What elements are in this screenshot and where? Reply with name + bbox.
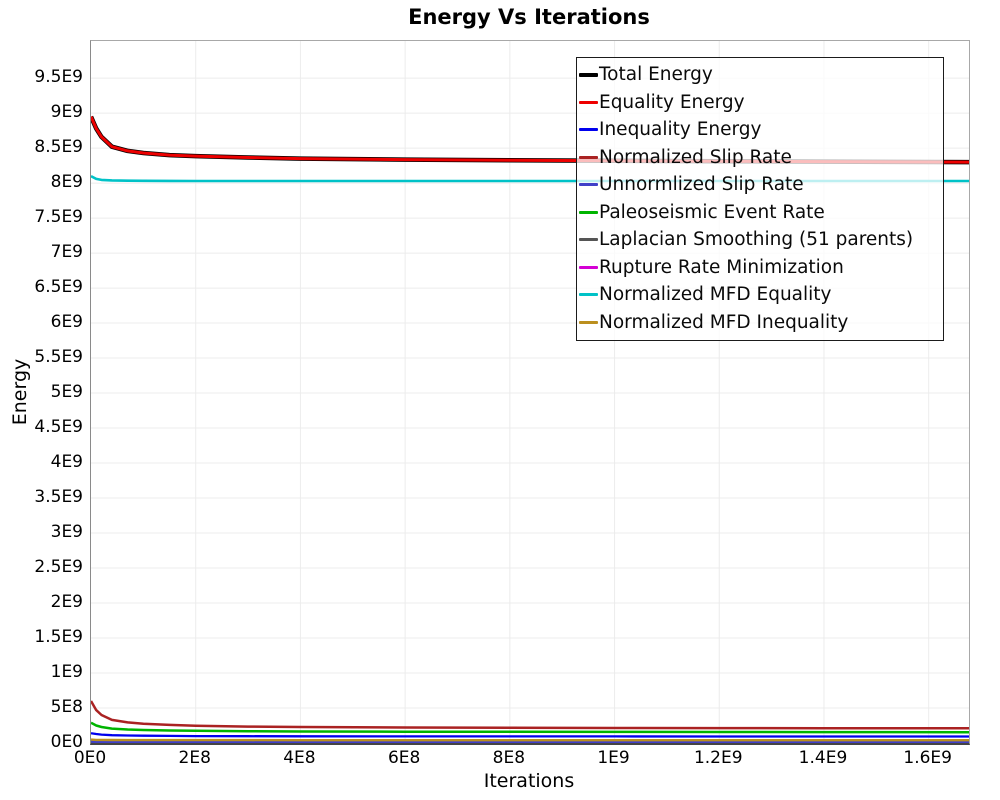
y-tick-label: 5E8 bbox=[50, 697, 83, 717]
legend-item-label: Laplacian Smoothing (51 parents) bbox=[599, 229, 914, 251]
y-tick-label: 8E9 bbox=[50, 172, 83, 193]
legend-item-label: Equality Energy bbox=[599, 91, 745, 113]
legend-item-normalized-mfd-equality: Normalized MFD Equality bbox=[579, 281, 943, 309]
y-tick-label: 1.5E9 bbox=[34, 627, 83, 647]
y-tick-label: 1E9 bbox=[50, 662, 83, 682]
x-tick-label: 1.6E9 bbox=[903, 748, 952, 768]
y-tick-label: 5E9 bbox=[50, 382, 83, 403]
y-tick-label: 2E9 bbox=[50, 592, 83, 613]
y-tick-label: 4E9 bbox=[50, 452, 83, 473]
legend-item-normalized-mfd-inequality: Normalized MFD Inequality bbox=[579, 309, 943, 337]
legend-color-swatch bbox=[579, 293, 598, 297]
legend-items: Total Energy Equality Energy Inequality En… bbox=[579, 61, 943, 336]
legend-color-swatch bbox=[579, 238, 598, 242]
x-tick-label: 1.2E9 bbox=[693, 748, 743, 768]
legend-color-swatch bbox=[579, 128, 598, 132]
series-line-inequality-energy bbox=[91, 732, 969, 738]
legend-color-swatch bbox=[579, 210, 598, 214]
legend-color-swatch bbox=[579, 100, 598, 104]
y-tick-label: 6.5E9 bbox=[34, 277, 83, 298]
legend-color-swatch bbox=[579, 183, 598, 187]
chart-title: Energy Vs Iterations bbox=[408, 5, 650, 29]
x-tick-label: 2E8 bbox=[178, 748, 211, 768]
series-line-unnormlized-slip-rate bbox=[91, 740, 969, 743]
y-tick-label: 2.5E9 bbox=[34, 557, 83, 578]
legend-item-label: Rupture Rate Minimization bbox=[599, 256, 844, 278]
y-tick-label: 7.5E9 bbox=[34, 207, 83, 228]
y-tick-label: 3E9 bbox=[50, 522, 83, 543]
x-tick-label: 1E9 bbox=[597, 748, 630, 768]
legend-item-paleoseismic-event-rate: Paleoseismic Event Rate bbox=[579, 199, 943, 227]
legend-item-label: Paleoseismic Event Rate bbox=[599, 201, 825, 223]
x-tick-label: 8E8 bbox=[492, 748, 526, 768]
legend-item-label: Normalized Slip Rate bbox=[599, 146, 792, 168]
series-line-paleoseismic-event-rate bbox=[91, 721, 969, 734]
legend-item-unnormlized-slip-rate: Unnormlized Slip Rate bbox=[579, 171, 943, 199]
x-tick-label: 1.4E9 bbox=[798, 748, 848, 768]
legend-color-swatch bbox=[579, 320, 598, 324]
series-line-normalized-slip-rate bbox=[91, 700, 969, 730]
legend-item-total-energy: Total Energy bbox=[579, 61, 943, 89]
x-axis-label: Iterations bbox=[483, 770, 575, 792]
legend-item-label: Inequality Energy bbox=[599, 119, 762, 141]
legend-item-laplacian-smoothing-51-parents: Laplacian Smoothing (51 parents) bbox=[579, 226, 943, 254]
series-line-normalized-mfd-inequality bbox=[91, 738, 969, 742]
y-tick-label: 6E9 bbox=[50, 312, 83, 333]
legend-item-label: Total Energy bbox=[599, 64, 713, 86]
legend-item-inequality-energy: Inequality Energy bbox=[579, 116, 943, 144]
x-tick-label: 6E8 bbox=[387, 748, 421, 768]
y-tick-label: 8.5E9 bbox=[34, 137, 83, 158]
legend-item-label: Normalized MFD Equality bbox=[599, 284, 832, 306]
legend-item-rupture-rate-minimization: Rupture Rate Minimization bbox=[579, 254, 943, 282]
legend-color-swatch bbox=[579, 265, 598, 269]
y-tick-label: 0E0 bbox=[50, 732, 83, 752]
legend-color-swatch bbox=[579, 72, 598, 77]
legend-item-normalized-slip-rate: Normalized Slip Rate bbox=[579, 144, 943, 172]
legend-item-label: Unnormlized Slip Rate bbox=[599, 174, 804, 196]
chart-canvas bbox=[91, 41, 969, 743]
legend: Total Energy Equality Energy Inequality En… bbox=[576, 57, 944, 341]
y-tick-label: 9.5E9 bbox=[34, 67, 83, 88]
legend-item-equality-energy: Equality Energy bbox=[579, 89, 943, 117]
x-tick-label: 0E0 bbox=[73, 748, 107, 768]
y-tick-label: 3.5E9 bbox=[34, 487, 83, 508]
x-tick-label: 4E8 bbox=[283, 748, 316, 768]
y-tick-label: 7E9 bbox=[50, 242, 83, 263]
y-tick-label: 5.5E9 bbox=[34, 347, 83, 368]
y-tick-label: 4.5E9 bbox=[34, 417, 83, 438]
legend-color-swatch bbox=[579, 155, 598, 159]
legend-item-label: Normalized MFD Inequality bbox=[599, 311, 849, 333]
y-tick-label: 9E9 bbox=[50, 102, 83, 123]
